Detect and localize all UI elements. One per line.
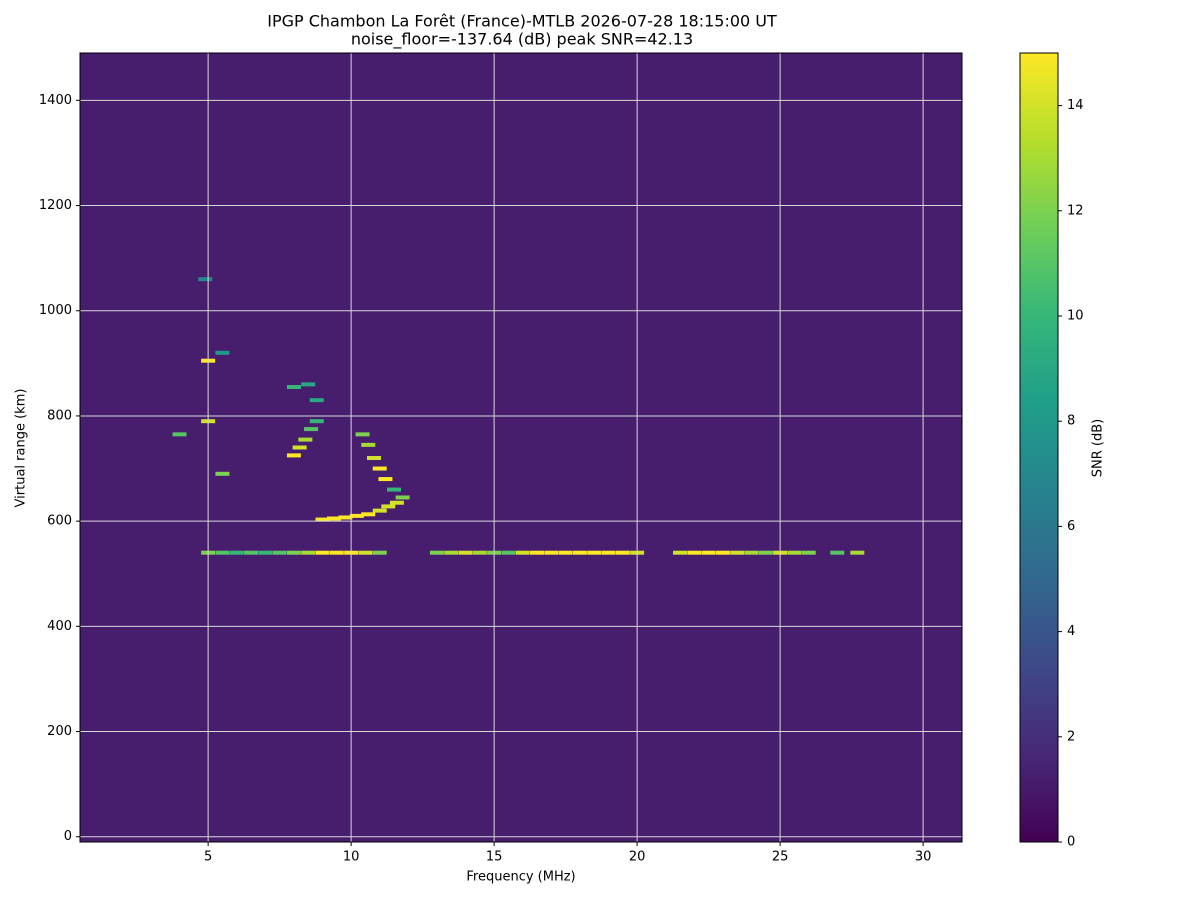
echo-cell (372, 508, 387, 513)
echo-cell (472, 550, 487, 555)
echo-cell (830, 550, 845, 555)
echo-cell (309, 398, 324, 403)
echo-cell (215, 471, 230, 476)
echo-cell (358, 550, 373, 555)
y-axis-label: Virtual range (km) (14, 389, 29, 508)
echo-cell (587, 550, 602, 555)
echo-cell (395, 495, 410, 500)
echo-cell (458, 550, 473, 555)
echo-cell (361, 512, 376, 517)
echo-cell (292, 445, 307, 450)
echo-cell (172, 432, 187, 437)
echo-cell (372, 466, 387, 471)
x-tick-label: 20 (629, 850, 646, 865)
echo-cell (544, 550, 559, 555)
x-tick-label: 25 (772, 850, 789, 865)
echo-cell (801, 550, 816, 555)
echo-cell (286, 385, 301, 390)
echo-cell (286, 453, 301, 458)
x-tick-label: 15 (486, 850, 503, 865)
echo-cell (329, 550, 344, 555)
echo-cell (387, 487, 402, 492)
colorbar-tick-label: 2 (1067, 729, 1075, 744)
colorbar-tick-label: 0 (1067, 835, 1075, 850)
echo-cell (304, 427, 319, 432)
echo-cell (215, 550, 230, 555)
echo-cell (244, 550, 259, 555)
echo-cell (673, 550, 688, 555)
y-tick-label: 600 (47, 514, 72, 529)
colorbar (1019, 52, 1059, 843)
echo-cell (572, 550, 587, 555)
x-axis-label: Frequency (MHz) (466, 870, 575, 885)
echo-cell (338, 515, 353, 520)
echo-cell (444, 550, 459, 555)
chart-subtitle: noise_floor=-137.64 (dB) peak SNR=42.13 (351, 30, 693, 50)
echo-cell (558, 550, 573, 555)
echo-cell (758, 550, 773, 555)
echo-cell (258, 550, 273, 555)
echo-cell (515, 550, 530, 555)
echo-cell (701, 550, 716, 555)
echo-cell (355, 432, 370, 437)
colorbar-label: SNR (dB) (1091, 419, 1106, 477)
echo-cell (272, 550, 287, 555)
echo-cell (715, 550, 730, 555)
echo-cell (315, 550, 330, 555)
x-tick-label: 5 (204, 850, 212, 865)
y-tick-label: 400 (47, 619, 72, 634)
y-tick-label: 1000 (39, 303, 72, 318)
chart-title: IPGP Chambon La Forêt (France)-MTLB 2026… (267, 12, 777, 31)
echo-cell (349, 513, 364, 518)
colorbar-tick-label: 12 (1067, 203, 1084, 218)
colorbar-tick-label: 10 (1067, 309, 1084, 324)
echo-cell (326, 516, 341, 521)
echo-cell (215, 350, 230, 355)
colorbar-tick-label: 8 (1067, 414, 1075, 429)
y-tick-label: 200 (47, 724, 72, 739)
echo-cell (378, 477, 393, 482)
echo-cell (309, 419, 324, 424)
y-tick-label: 800 (47, 408, 72, 423)
echo-cell (429, 550, 444, 555)
echo-cell (530, 550, 545, 555)
echo-cell (229, 550, 244, 555)
echo-cell (787, 550, 802, 555)
echo-cell (315, 517, 330, 522)
echo-cell (730, 550, 745, 555)
echo-cell (501, 550, 516, 555)
echo-cell (601, 550, 616, 555)
echo-cell (389, 500, 404, 505)
echo-cell (367, 456, 381, 461)
echo-cell (687, 550, 702, 555)
echo-cell (301, 550, 316, 555)
y-tick-label: 1400 (39, 93, 72, 108)
echo-cell (198, 277, 213, 282)
echo-cell (298, 437, 313, 442)
y-tick-label: 0 (64, 829, 72, 844)
y-tick-label: 1200 (39, 198, 72, 213)
echo-cell (615, 550, 630, 555)
echo-cell (301, 382, 316, 387)
echo-cell (850, 550, 865, 555)
echo-cell (372, 550, 387, 555)
colorbar-tick-label: 14 (1067, 98, 1084, 113)
echo-cell (286, 550, 301, 555)
colorbar-tick-label: 6 (1067, 519, 1075, 534)
x-tick-label: 10 (343, 850, 360, 865)
echo-cell (361, 442, 376, 447)
echo-cell (744, 550, 759, 555)
plot-frame (79, 52, 963, 843)
colorbar-tick-label: 4 (1067, 624, 1075, 639)
x-tick-label: 30 (915, 850, 932, 865)
heatmap-background (80, 53, 962, 842)
echo-cell (381, 504, 396, 509)
